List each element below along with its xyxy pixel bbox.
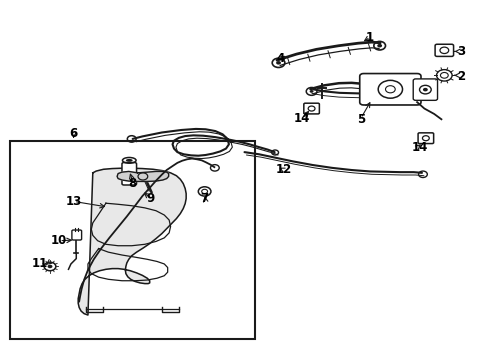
Text: 4: 4 [276,52,285,65]
Text: 12: 12 [275,163,291,176]
Polygon shape [117,171,168,181]
FancyBboxPatch shape [303,103,319,114]
FancyBboxPatch shape [434,44,453,57]
Text: 3: 3 [456,45,464,58]
Text: 14: 14 [410,141,427,154]
Polygon shape [78,168,186,315]
Circle shape [376,44,381,48]
Text: 1: 1 [365,31,373,44]
Text: 10: 10 [51,234,67,247]
Text: 13: 13 [65,195,81,208]
Text: 5: 5 [356,113,365,126]
Text: 7: 7 [200,192,208,205]
Bar [10,141,255,339]
FancyBboxPatch shape [417,133,433,144]
FancyBboxPatch shape [72,230,81,240]
Circle shape [276,61,281,64]
Text: 2: 2 [456,70,464,83]
FancyBboxPatch shape [122,162,136,185]
Text: 8: 8 [128,177,137,190]
Text: 9: 9 [146,192,155,205]
Text: 11: 11 [32,257,48,270]
Text: 6: 6 [69,127,77,140]
FancyBboxPatch shape [412,79,437,100]
Circle shape [309,90,313,93]
FancyBboxPatch shape [359,73,420,105]
Circle shape [422,88,427,91]
Ellipse shape [125,159,132,162]
Text: 14: 14 [293,112,309,125]
Circle shape [47,265,52,268]
